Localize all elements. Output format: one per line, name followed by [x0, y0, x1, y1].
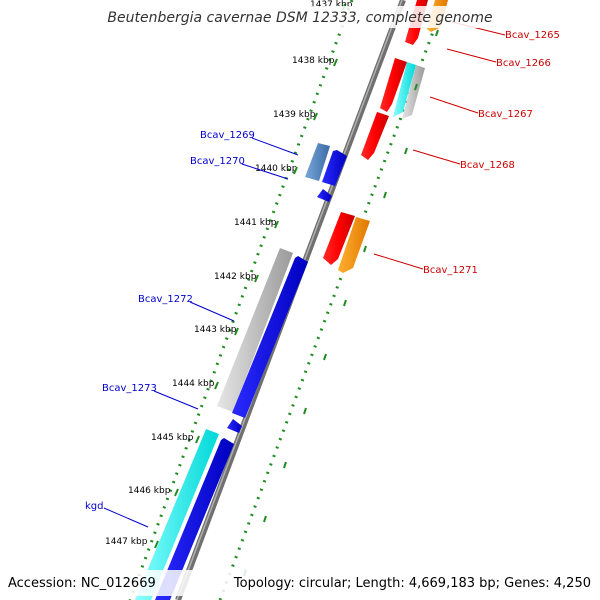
- leader-bcav-1269: [251, 137, 299, 156]
- outer-tick-8: [303, 407, 307, 415]
- tick-1446: [174, 488, 179, 497]
- label-kgd[interactable]: kgd: [85, 501, 104, 512]
- leader-bcav-1273: [153, 390, 199, 410]
- tick-1439: [313, 112, 318, 121]
- outer-tick-4: [383, 191, 387, 199]
- tick-1445: [195, 435, 200, 444]
- leader-kgd: [103, 507, 149, 528]
- outer-tick-6: [343, 299, 347, 307]
- label-bcav-1265[interactable]: Bcav_1265: [505, 30, 560, 41]
- accession-text: Accession: NC_012669: [8, 576, 156, 591]
- label-bcav-1272[interactable]: Bcav_1272: [138, 294, 193, 305]
- leader-bcav-1270: [241, 163, 289, 180]
- label-bcav-1270[interactable]: Bcav_1270: [190, 156, 245, 167]
- gene-bcav-1269[interactable]: [305, 143, 330, 181]
- diagram-title: Beutenbergia cavernae DSM 12333, complet…: [107, 10, 492, 26]
- tick-label-1442: 1442 kbp: [214, 272, 257, 282]
- tick-label-1440: 1440 kbp: [255, 164, 298, 174]
- label-bcav-1267[interactable]: Bcav_1267: [478, 109, 533, 120]
- leader-bcav-1267: [429, 96, 479, 114]
- genome-summary-text: Topology: circular; Length: 4,669,183 bp…: [233, 576, 591, 591]
- tick-1443: [234, 327, 239, 336]
- gene-small-b[interactable]: [227, 419, 242, 433]
- forward-gene-labels: Bcav_1265 Bcav_1266 Bcav_1267 Bcav_1268 …: [373, 21, 560, 276]
- tick-1444: [214, 381, 219, 390]
- outer-tick-2: [414, 83, 418, 91]
- leader-bcav-1271: [373, 253, 424, 270]
- label-bcav-1268[interactable]: Bcav_1268: [460, 160, 515, 171]
- gene-bcav-1271b[interactable]: [338, 217, 370, 273]
- tick-label-1444: 1444 kbp: [172, 379, 215, 389]
- leader-bcav-1266: [446, 48, 497, 63]
- outer-tick-9: [283, 461, 287, 469]
- reverse-genes: [135, 143, 347, 600]
- gene-small-a[interactable]: [317, 189, 332, 202]
- gene-kgd[interactable]: [155, 438, 234, 600]
- tick-1441: [274, 220, 279, 229]
- gene-bcav-1273[interactable]: [135, 429, 219, 600]
- tick-label-1446: 1446 kbp: [128, 486, 171, 496]
- tick-1447: [154, 540, 159, 549]
- reverse-gene-labels: Bcav_1269 Bcav_1270 Bcav_1272 Bcav_1273 …: [85, 130, 299, 528]
- label-bcav-1271[interactable]: Bcav_1271: [423, 265, 478, 276]
- tick-marks: 1437 kbp 1438 kbp 1439 kbp 1440 kbp 1441…: [105, 0, 439, 577]
- gene-bcav-1267a[interactable]: [393, 62, 416, 117]
- tick-label-1445: 1445 kbp: [151, 433, 194, 443]
- title-backdrop: [108, 6, 492, 28]
- tick-label-1447: 1447 kbp: [105, 537, 148, 547]
- gene-bcav-1270[interactable]: [322, 150, 347, 186]
- label-bcav-1269[interactable]: Bcav_1269: [200, 130, 255, 141]
- tick-label-1443: 1443 kbp: [194, 325, 237, 335]
- tick-label-1437: 1437 kbp: [310, 0, 353, 10]
- footer-backdrop: [0, 570, 600, 596]
- label-bcav-1266[interactable]: Bcav_1266: [496, 58, 551, 69]
- label-bcav-1273[interactable]: Bcav_1273: [102, 383, 157, 394]
- tick-label-1441: 1441 kbp: [234, 218, 277, 228]
- tick-1442: [254, 274, 259, 283]
- tick-1438: [333, 58, 338, 67]
- outer-tick-5: [363, 245, 367, 253]
- tick-label-1439: 1439 kbp: [273, 110, 316, 120]
- tick-1440: [293, 166, 298, 175]
- leader-bcav-1272: [189, 301, 235, 322]
- gene-bcav-1272[interactable]: [217, 248, 293, 412]
- outer-tick-7: [323, 353, 327, 361]
- tick-label-1438: 1438 kbp: [292, 56, 335, 66]
- gene-bcav-1272b[interactable]: [232, 256, 308, 418]
- leader-bcav-1268: [412, 149, 461, 165]
- outer-tick-1: [435, 29, 439, 37]
- outer-tick-10: [263, 515, 267, 523]
- gene-bcav-1266[interactable]: [380, 58, 407, 112]
- gene-bcav-1268[interactable]: [361, 112, 389, 160]
- gene-bcav-1271a[interactable]: [323, 212, 355, 265]
- outer-tick-3: [404, 147, 408, 155]
- gene-bcav-1267b[interactable]: [402, 65, 425, 119]
